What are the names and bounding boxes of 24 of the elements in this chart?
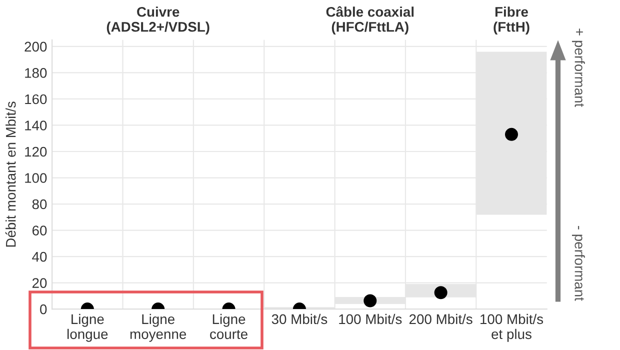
y-tick-label: 180 [25, 68, 47, 78]
y-tick-label: 20 [32, 278, 47, 288]
y-axis-title: Débit montant en Mbit/s [5, 102, 16, 247]
text: - performant [572, 226, 585, 301]
x-tick-label: Ligne moyenne [130, 314, 186, 342]
y-tick-label: 200 [24, 42, 47, 52]
x-tick-label: 100 Mbit/s [339, 314, 402, 324]
y-tick-label: 80 [32, 199, 47, 210]
y-tick-label: 60 [32, 226, 47, 236]
x-tick-label: 30 Mbit/s [272, 314, 328, 324]
y-tick-label: 0 [40, 304, 47, 314]
y-tick-label: 160 [25, 94, 47, 104]
x-tick-label: Ligne longue [68, 314, 108, 342]
y-tick-label: 140 [25, 120, 47, 130]
y-tick-label: 40 [32, 252, 47, 262]
y-tick-label: 120 [25, 146, 47, 157]
x-tick-label: Ligne courte [210, 314, 248, 340]
text: Fibre (FttH) [494, 6, 530, 35]
text: + performant [572, 28, 585, 108]
y-tick-label: 100 [25, 173, 47, 183]
text: Câble coaxial (HFC/FttLA) [326, 6, 414, 35]
text: Cuivre (ADSL2+/VDSL) [106, 6, 210, 35]
x-tick-label: 100 Mbit/s et plus [480, 314, 544, 342]
x-tick-label: 200 Mbit/s [409, 314, 472, 324]
